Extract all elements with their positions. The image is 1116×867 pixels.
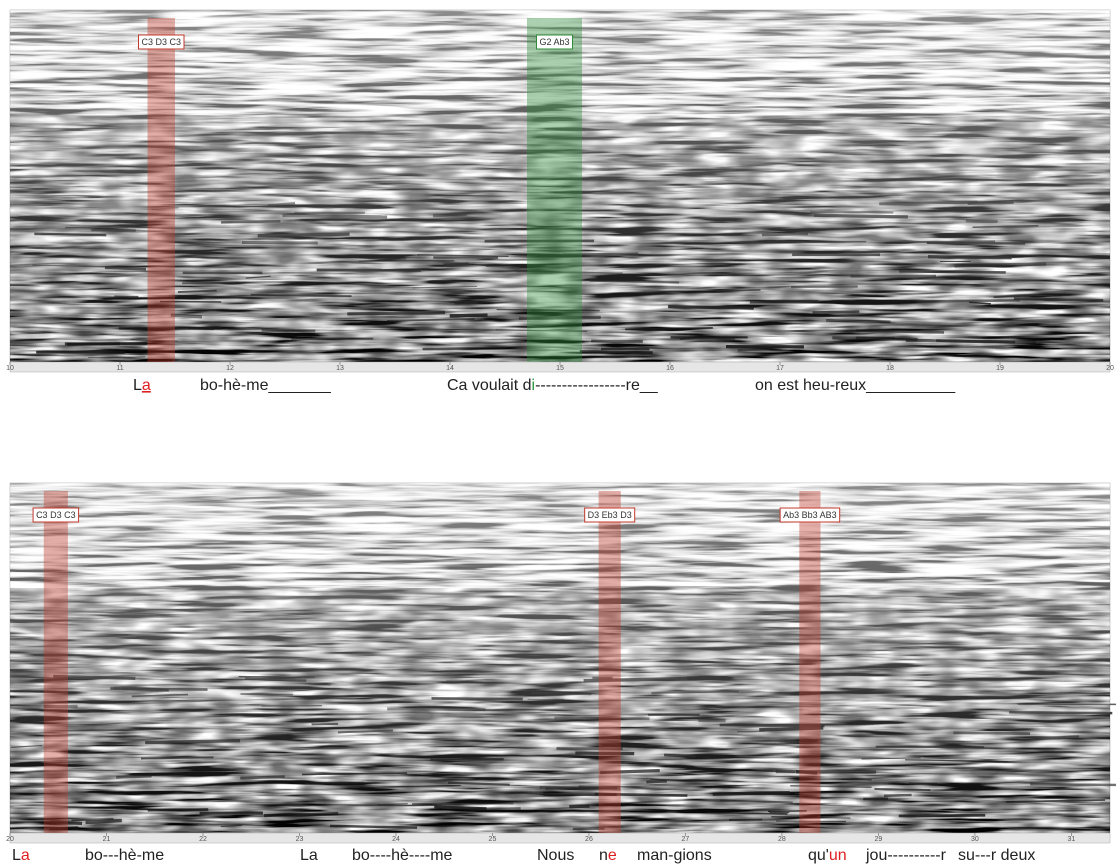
highlight-band <box>598 491 621 833</box>
lyric-part: bo----hè----me <box>352 847 453 864</box>
highlight-band <box>43 491 68 833</box>
lyric: su---r deux <box>958 847 1035 864</box>
lyric: Ca voulait di-----------------re__ <box>447 377 659 394</box>
lyric: bo---hè-me <box>85 847 164 864</box>
lyric-part: man-gions <box>637 847 712 864</box>
lyric-part: bo-hè-me_______ <box>200 377 332 394</box>
tick-label: 30 <box>971 836 979 843</box>
highlight-label: G2 Ab3 <box>539 37 569 47</box>
lyric-part: qu' <box>808 847 829 864</box>
tick-label: 11 <box>116 365 123 372</box>
tick-label: 15 <box>556 365 564 372</box>
tick-label: 19 <box>996 365 1004 372</box>
highlight-label: D3 Eb3 D3 <box>588 510 632 520</box>
tick-label: 28 <box>778 836 786 843</box>
lyric-part: Ca voulait d <box>447 377 532 394</box>
lyric-part: -----------------re__ <box>535 377 659 394</box>
spectrogram-fade <box>10 10 1110 362</box>
lyric: La <box>300 847 318 864</box>
tick-label: 29 <box>875 836 883 843</box>
highlight-box <box>32 507 80 523</box>
tick-label: 27 <box>682 836 690 843</box>
tick-label: 21 <box>103 836 111 843</box>
spectrogram-fade <box>10 483 1110 833</box>
lyric-part: a <box>21 847 30 864</box>
lyric: La <box>133 377 151 394</box>
tick-label: 20 <box>1106 365 1114 372</box>
tick-label: 23 <box>296 836 304 843</box>
lyric-part: jou----------r <box>865 847 947 864</box>
lyric-part: i <box>532 377 536 394</box>
highlight-band <box>527 18 582 362</box>
highlight-band <box>799 491 821 833</box>
highlight-label: C3 D3 C3 <box>36 510 76 520</box>
lyric: qu'un <box>808 847 847 864</box>
lyric-part: n <box>599 847 608 864</box>
lyric-part: e <box>608 847 617 864</box>
lyric: jou----------r <box>865 847 947 864</box>
highlight-label: C3 D3 C3 <box>141 37 181 47</box>
highlight-band <box>147 18 175 362</box>
time-axis <box>9 832 1111 844</box>
tick-label: 18 <box>886 365 894 372</box>
highlight-label: Ab3 Bb3 AB3 <box>783 510 837 520</box>
tick-label: 13 <box>336 365 344 372</box>
highlight-box <box>584 507 636 523</box>
tick-label: 20 <box>6 836 14 843</box>
lyric: bo-hè-me_______ <box>200 377 332 394</box>
lyric-part: L <box>133 377 142 394</box>
tick-label: 24 <box>392 836 400 843</box>
lyric-part: La <box>300 847 318 864</box>
lyric-part: a <box>142 377 151 394</box>
tick-label: 22 <box>199 836 207 843</box>
tick-label: 26 <box>585 836 593 843</box>
tick-label: 25 <box>489 836 497 843</box>
tick-label: 14 <box>446 365 454 372</box>
tick-label: 16 <box>666 365 674 372</box>
lyric: bo----hè----me <box>352 847 453 864</box>
highlight-box <box>535 34 574 50</box>
lyric-part: un <box>829 847 847 864</box>
lyric-part: L <box>12 847 21 864</box>
highlight-box <box>137 34 185 50</box>
lyric-part: bo---hè-me <box>85 847 164 864</box>
tick-label: 12 <box>226 365 234 372</box>
spectrogram-panel: 10 11 12 13 14 15 16 17 18 19 20 C3 D3 C3 G2 Ab3 La bo… <box>6 9 1114 394</box>
tick-label: 31 <box>1068 836 1076 843</box>
lyric-part: Nous <box>537 847 574 864</box>
tick-label: 17 <box>776 365 784 372</box>
tick-label: 10 <box>6 365 14 372</box>
lyric-part: on est heu-reux__________ <box>755 377 956 394</box>
lyric: Nous <box>537 847 574 864</box>
lyric: ne <box>599 847 617 864</box>
highlight-box <box>779 507 841 523</box>
lyric: man-gions <box>637 847 712 864</box>
lyric-part: su---r deux <box>958 847 1035 864</box>
lyric: La <box>12 847 30 864</box>
lyric: on est heu-reux__________ <box>755 377 956 394</box>
spectrogram-panel: 20 21 22 23 24 25 26 27 28 29 30 31 C3 D3 C3 D3 Eb3 D… <box>6 482 1116 864</box>
